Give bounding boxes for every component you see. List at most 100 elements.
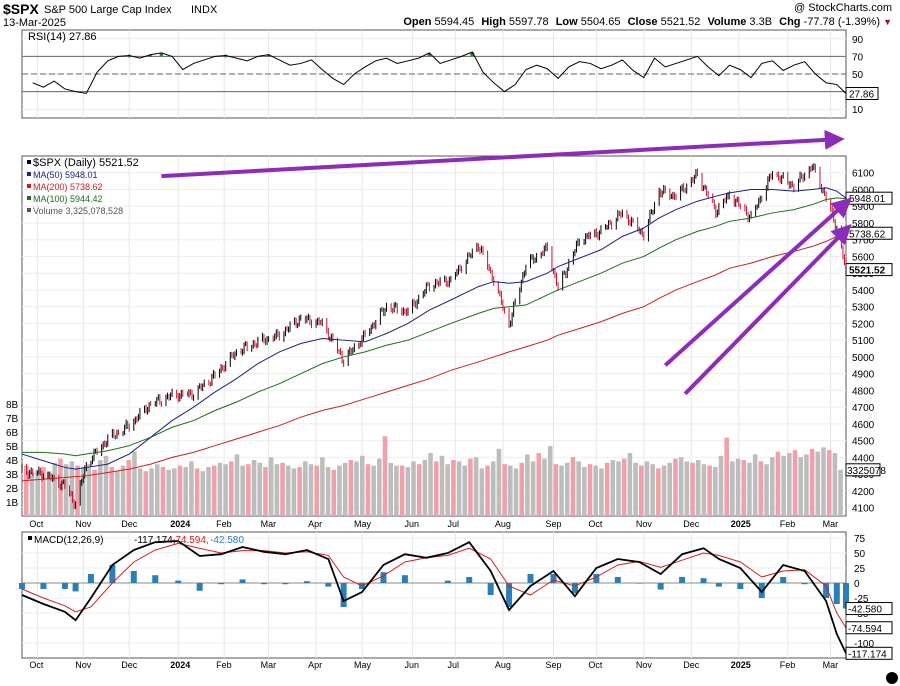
volume-bar — [439, 455, 445, 516]
price-badge — [845, 263, 893, 277]
rsi-tick-label: 70 — [852, 52, 864, 63]
macd-legend-label: MACD(12,26,9) — [34, 535, 103, 546]
trend-arrow — [161, 129, 845, 179]
volume-bar — [35, 469, 40, 516]
volume-bar — [52, 462, 58, 516]
volume-bar — [508, 465, 513, 516]
volume-bar — [234, 454, 240, 516]
macd-tick-label: 75 — [854, 534, 866, 545]
price-tick-label: 4200 — [852, 487, 875, 498]
volume-bar — [479, 468, 485, 516]
volume-bar — [747, 462, 752, 516]
volume-bar — [183, 467, 188, 516]
volume-bar — [422, 460, 428, 516]
volume-bar — [604, 462, 610, 516]
macd-histogram-bar — [571, 583, 578, 594]
x-tick-label: Nov — [75, 660, 92, 670]
x-tick-label: Sep — [545, 660, 561, 670]
volume-bar — [103, 455, 109, 516]
volume-tick-label: 2B — [6, 484, 19, 495]
volume-bar — [832, 453, 838, 516]
rsi-tick-label: 90 — [852, 35, 864, 46]
volume-bar — [92, 469, 97, 516]
macd-histogram-bar — [218, 583, 225, 585]
price-tick-label: 5600 — [852, 252, 875, 263]
x-tick-label: Jun — [405, 660, 420, 670]
legend-label: MA(200) 5738.62 — [33, 182, 103, 192]
price-tick-label: 4600 — [852, 420, 875, 431]
volume-bar — [354, 461, 359, 516]
volume-bar — [536, 453, 542, 516]
price-badge-label: 5948.01 — [849, 194, 886, 205]
trend-arrow — [663, 197, 852, 367]
volume-last-label: 3325078 — [847, 466, 886, 477]
x-tick-label: 2024 — [170, 519, 190, 529]
legend-label: Volume 3,325,078,528 — [33, 206, 123, 216]
volume-bar — [513, 468, 519, 516]
volume-bar — [154, 464, 160, 516]
volume-bar — [246, 464, 251, 516]
volume-bar — [75, 465, 80, 516]
volume-bar — [143, 471, 149, 516]
legend-swatch — [27, 184, 31, 188]
volume-bar — [787, 453, 792, 516]
macd-histogram-bar — [380, 572, 387, 583]
legend-swatch — [27, 208, 31, 212]
x-tick-label: Mar — [823, 660, 839, 670]
volume-bar — [462, 465, 468, 516]
chart-date: 13-Mar-2025 — [3, 17, 66, 29]
volume-bar — [166, 469, 171, 516]
volume-bar — [610, 460, 616, 516]
volume-tick-label: 8B — [6, 400, 19, 411]
volume-bar — [764, 464, 769, 516]
volume-bar — [126, 460, 132, 516]
volume-bar — [223, 464, 228, 516]
volume-bar — [137, 468, 143, 516]
volume-bar — [639, 465, 644, 516]
volume-bar — [268, 457, 274, 516]
volume-bar — [280, 462, 285, 516]
volume-bar — [314, 465, 319, 516]
volume-bar — [416, 464, 422, 516]
legend-label: MA(100) 5944.42 — [33, 194, 103, 204]
volume-bar — [69, 461, 75, 516]
price-tick-label: 4500 — [852, 437, 875, 448]
volume-bar — [758, 461, 764, 516]
rsi-overbought-fill — [159, 52, 164, 57]
macd-histogram-bar — [61, 583, 68, 589]
volume-bar — [826, 450, 832, 516]
volume-bar — [348, 460, 354, 516]
macd-histogram-bar — [401, 575, 408, 583]
macd-histogram-bar — [550, 574, 557, 583]
price-tick-label: 5300 — [852, 303, 875, 314]
x-tick-label: May — [354, 519, 372, 529]
macd-tick-label: 25 — [854, 564, 866, 575]
volume-bar — [86, 464, 92, 516]
macd-histogram-bar — [527, 574, 534, 583]
price-tick-label: 5400 — [852, 286, 875, 297]
volume-bar — [428, 453, 433, 516]
volume-bar — [593, 465, 598, 516]
ma100-line — [22, 197, 847, 457]
volume-bar — [582, 467, 587, 516]
open-value: 5594.45 — [434, 16, 475, 28]
volume-bar — [434, 461, 439, 516]
volume-bar — [542, 458, 547, 516]
volume-bar — [263, 467, 268, 516]
trend-arrow — [683, 223, 852, 396]
volume-bar — [405, 467, 411, 516]
volume-bar — [730, 461, 735, 516]
volume-bar — [200, 471, 206, 516]
x-tick-label: 2024 — [170, 660, 190, 670]
macd-legend-label: -42.580 — [210, 535, 244, 546]
volume-bar — [468, 458, 473, 516]
volume-bar — [382, 436, 388, 516]
volume-bar — [320, 457, 325, 516]
macd-histogram-bar — [506, 583, 513, 607]
rsi-title: RSI(14) 27.86 — [28, 31, 96, 43]
high-label: High — [481, 16, 506, 28]
volume-bar — [804, 454, 809, 516]
volume-bar — [41, 467, 46, 516]
volume-bar — [838, 469, 843, 516]
price-tick-label: 5100 — [852, 336, 875, 347]
